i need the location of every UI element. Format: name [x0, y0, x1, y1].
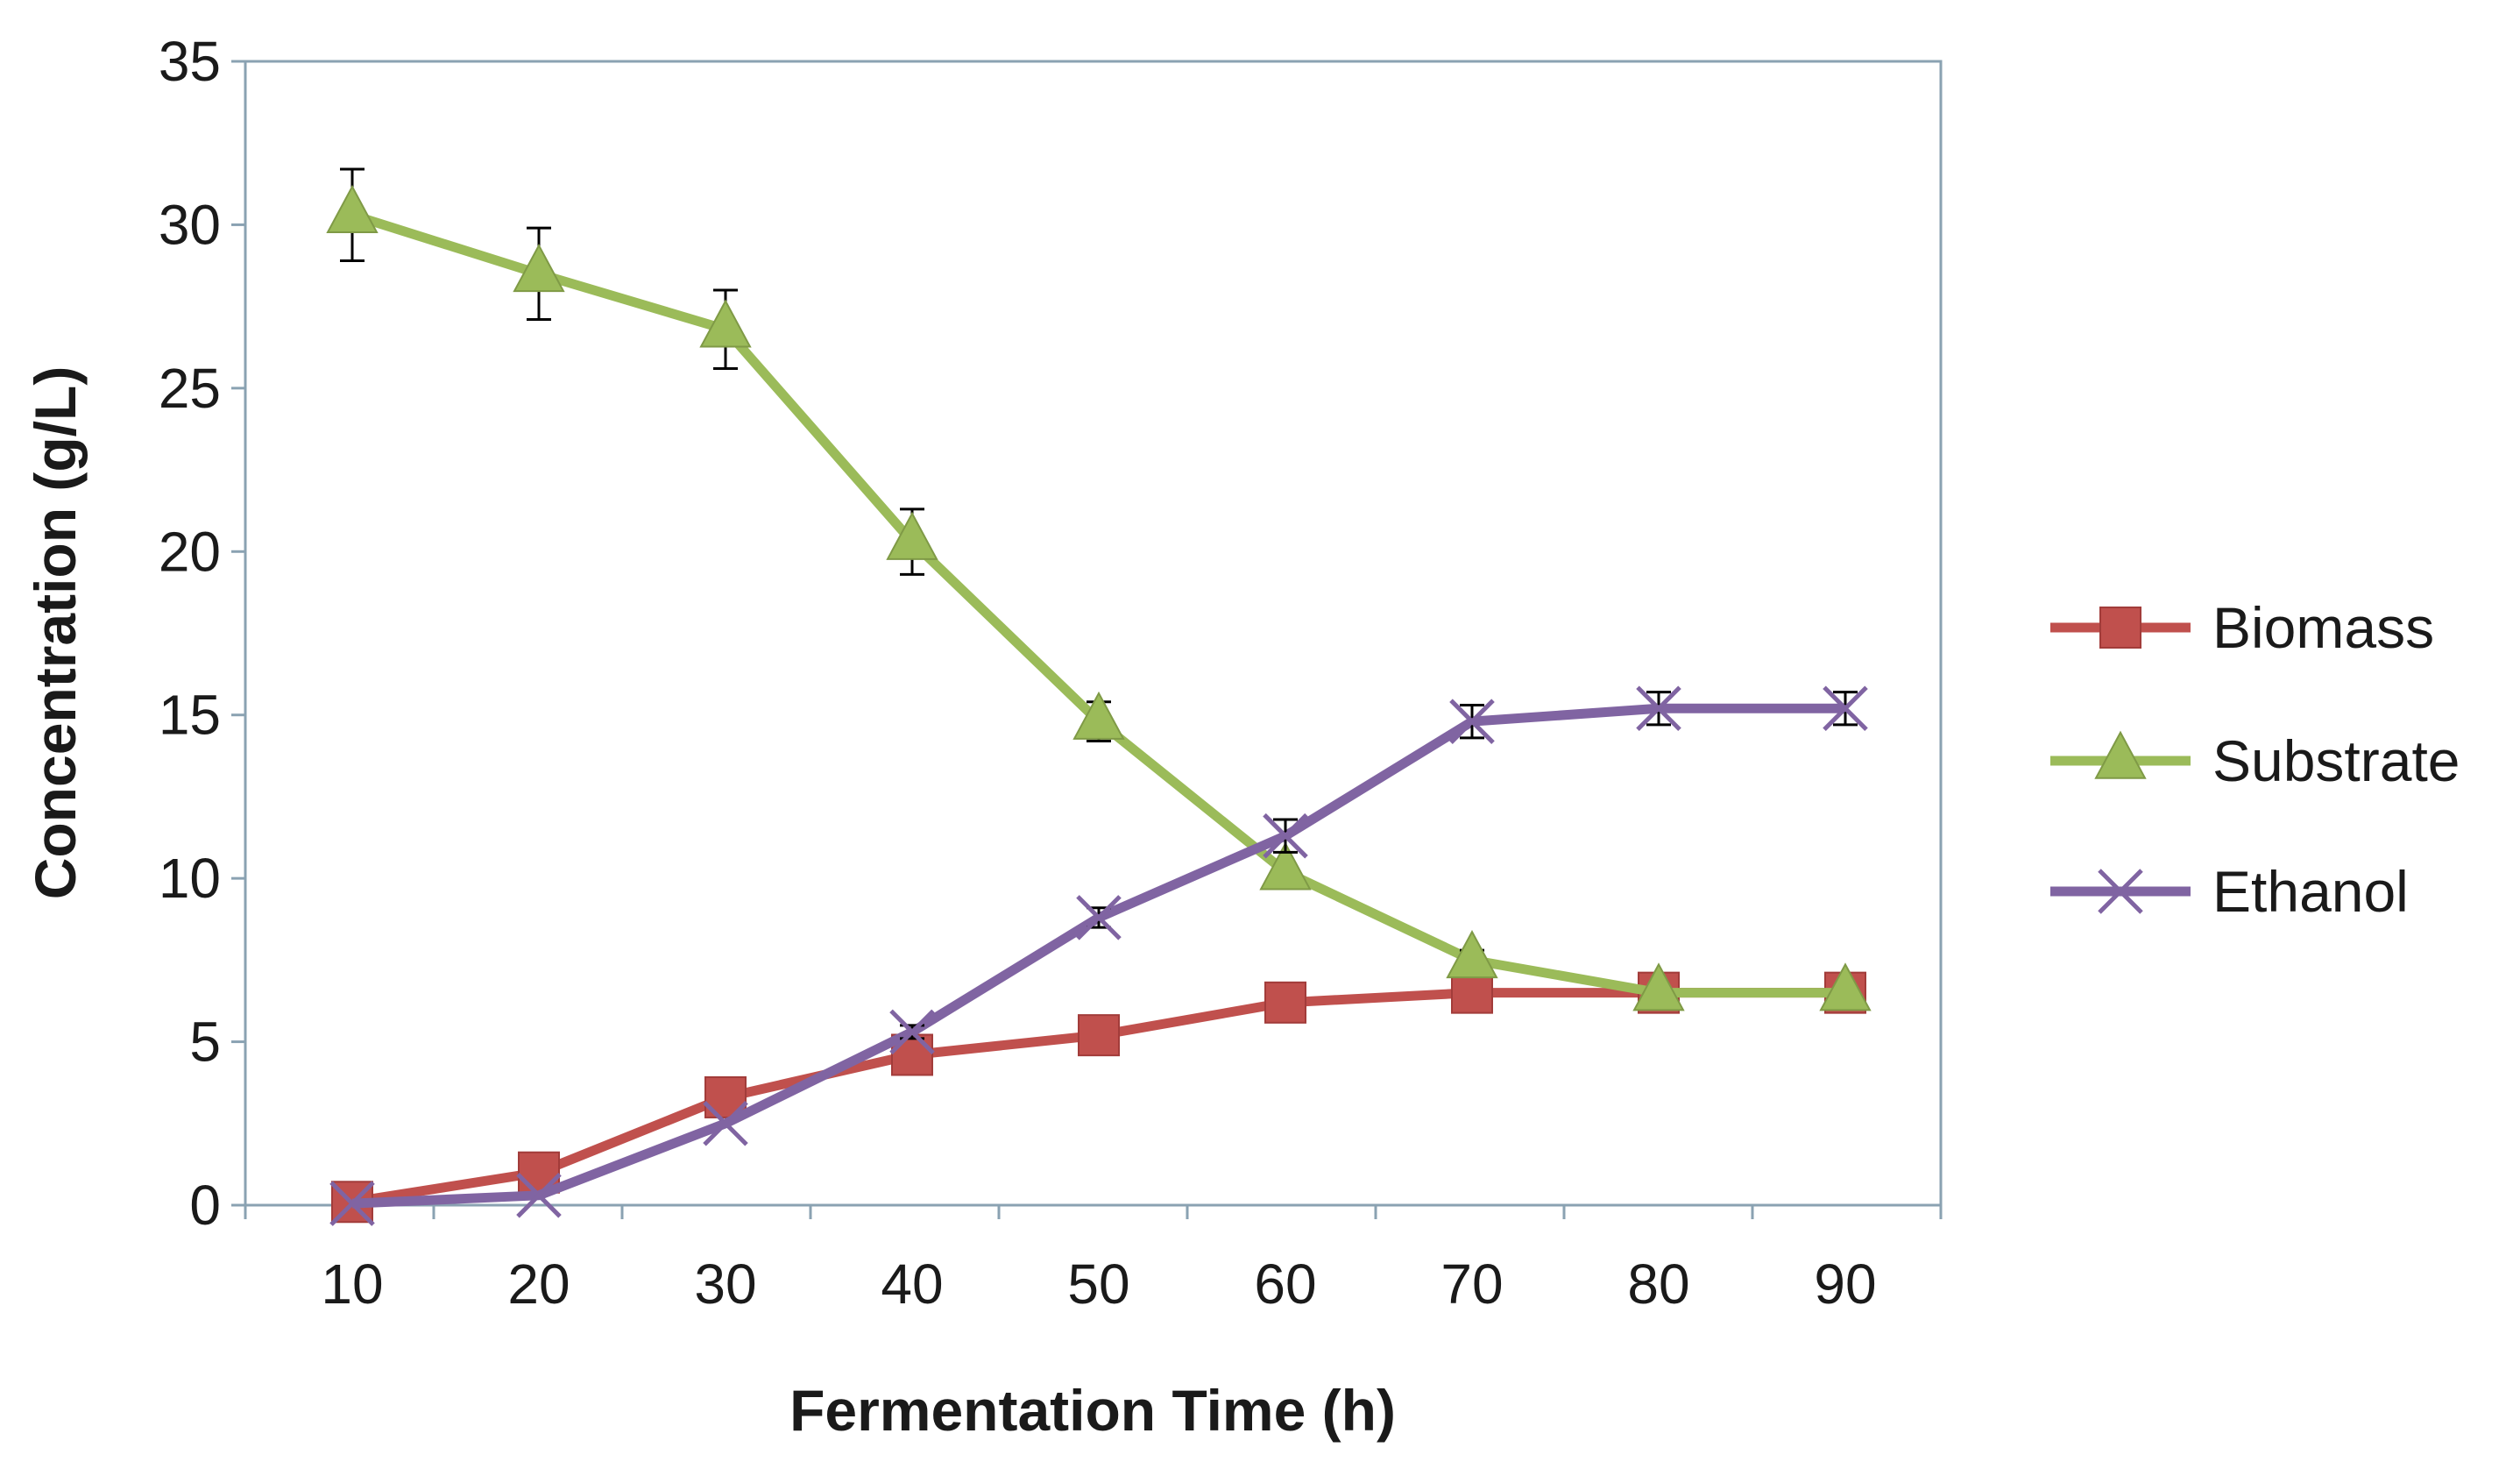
y-tick-label: 35: [159, 30, 221, 93]
x-tick-label: 10: [321, 1252, 383, 1316]
legend-label: Biomass: [2212, 595, 2434, 660]
substrate-point: [326, 184, 379, 234]
x-marker-stroke: [1076, 895, 1122, 940]
biomass-point: [1078, 1014, 1120, 1057]
x-tick-label: 60: [1254, 1252, 1316, 1316]
x-marker-stroke: [889, 1009, 935, 1055]
x-marker-stroke: [703, 1101, 748, 1146]
x-tick-label: 70: [1441, 1252, 1503, 1316]
legend: Biomass Substrate Ethanol: [2050, 595, 2460, 924]
x-marker-stroke: [1449, 699, 1495, 744]
y-axis-title: Concentration (g/L): [23, 366, 88, 900]
legend-item-biomass: Biomass: [2050, 595, 2434, 660]
ethanol-point: [516, 1173, 562, 1218]
legend-marker: [2094, 730, 2147, 779]
x-axis-title: Fermentation Time (h): [789, 1378, 1396, 1443]
substrate-point: [1632, 962, 1685, 1011]
x-marker-stroke: [1263, 813, 1308, 859]
x-tick-label: 80: [1627, 1252, 1689, 1316]
x-marker-stroke: [1636, 685, 1681, 732]
y-axis-ticks: 0 5 10 15 20 25 30 35: [159, 30, 245, 1237]
ethanol-point: [1263, 813, 1308, 859]
substrate-point: [1446, 930, 1498, 979]
x-tick-label: 50: [1067, 1252, 1129, 1316]
x-marker-stroke: [516, 1173, 562, 1218]
ethanol-point: [889, 1009, 935, 1055]
substrate-point: [513, 244, 565, 293]
series-substrate: [326, 167, 1872, 1011]
y-tick-label: 15: [159, 684, 221, 747]
legend-item-ethanol: Ethanol: [2050, 859, 2409, 924]
ethanol-point: [1823, 685, 1868, 732]
series-biomass: [331, 971, 1866, 1224]
x-marker-stroke: [1823, 685, 1868, 732]
ethanol-point: [1076, 895, 1122, 940]
substrate-point: [1819, 962, 1872, 1011]
y-tick-label: 0: [189, 1174, 221, 1237]
x-tick-label: 90: [1814, 1252, 1876, 1316]
y-tick-label: 20: [159, 520, 221, 583]
legend-marker: [2098, 869, 2143, 914]
ethanol-point: [1636, 685, 1681, 732]
x-marker-stroke: [329, 1181, 375, 1226]
substrate-point: [699, 299, 752, 348]
substrate-point: [886, 511, 938, 560]
substrate-point: [1259, 841, 1312, 891]
x-tick-label: 30: [694, 1252, 756, 1316]
y-tick-label: 25: [159, 357, 221, 420]
x-axis-ticks: 10 20 30 40 50 60 70 80 90: [244, 1205, 1943, 1316]
x-tick-label: 20: [507, 1252, 570, 1316]
ethanol-point: [1449, 699, 1495, 744]
biomass-point: [1264, 981, 1306, 1024]
biomass-point: [1451, 971, 1493, 1014]
y-tick-label: 30: [159, 193, 221, 256]
legend-item-substrate: Substrate: [2050, 728, 2460, 793]
series-ethanol: [329, 685, 1868, 1226]
x-marker-stroke: [2098, 869, 2143, 914]
y-tick-label: 5: [189, 1011, 221, 1074]
series-layer: [326, 167, 1872, 1226]
legend-marker: [2099, 607, 2141, 649]
ethanol-point: [703, 1101, 748, 1146]
x-tick-label: 40: [881, 1252, 943, 1316]
legend-label: Substrate: [2212, 728, 2460, 793]
y-tick-label: 10: [159, 847, 221, 910]
substrate-point: [1072, 691, 1125, 740]
legend-label: Ethanol: [2212, 859, 2409, 924]
ethanol-point: [329, 1181, 375, 1226]
